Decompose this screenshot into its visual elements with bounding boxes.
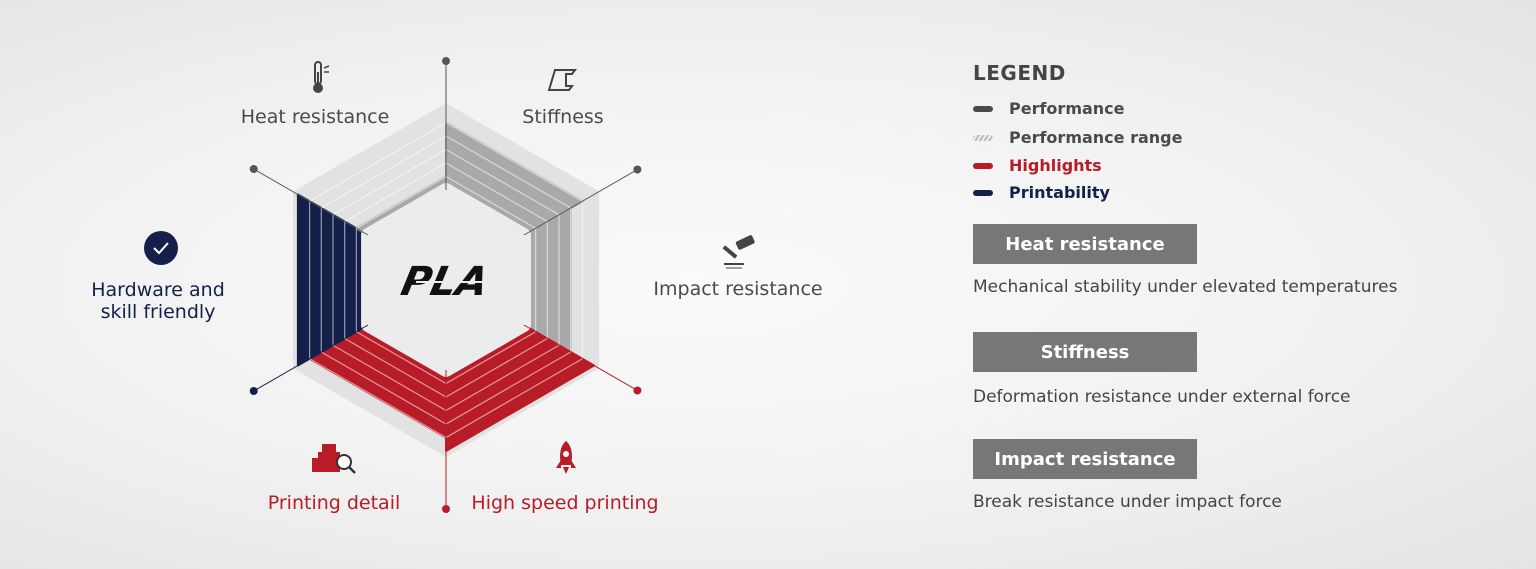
axis-endpoint-dot bbox=[249, 165, 258, 173]
legend-item-printability: Printability bbox=[973, 183, 1110, 202]
legend-label: Performance range bbox=[1009, 128, 1183, 147]
label-heat-resistance: Heat resistance bbox=[240, 106, 390, 128]
label-high-speed-printing: High speed printing bbox=[471, 492, 659, 514]
axis-line bbox=[253, 324, 369, 392]
castle-magnifier-icon bbox=[312, 444, 356, 474]
check-circle-icon bbox=[144, 231, 178, 265]
legend-item-performance: Performance bbox=[973, 99, 1125, 118]
axis-endpoint-dot bbox=[249, 387, 258, 395]
legend-label: Printability bbox=[1009, 183, 1110, 202]
label-printing-detail: Printing detail bbox=[267, 492, 401, 514]
rocket-icon bbox=[556, 441, 576, 474]
axis-line bbox=[523, 169, 638, 236]
axis-endpoint-dot bbox=[633, 386, 642, 395]
hammer-icon bbox=[722, 235, 755, 269]
legend-item-performance-range: Performance range bbox=[973, 128, 1182, 147]
legend-swatch bbox=[973, 189, 993, 196]
label-hardware-friendly: Hardware and skill friendly bbox=[91, 279, 225, 323]
legend-item-highlights: Highlights bbox=[973, 156, 1102, 175]
legend-swatch bbox=[973, 162, 993, 169]
radar-diagram: PLA bbox=[249, 57, 642, 513]
legend-label: Highlights bbox=[1009, 156, 1102, 175]
i-beam-icon bbox=[547, 69, 577, 91]
legend-title: LEGEND bbox=[973, 61, 1066, 85]
axis-endpoint-dot bbox=[442, 57, 450, 65]
axis-line bbox=[253, 168, 369, 236]
legend-swatch bbox=[973, 134, 993, 141]
legend-swatch bbox=[973, 105, 993, 112]
definition-stiffness-text: Deformation resistance under external fo… bbox=[973, 387, 1351, 407]
axis-line bbox=[523, 324, 638, 391]
definition-stiffness-title: Stiffness bbox=[973, 332, 1197, 372]
definition-impact-resistance-text: Break resistance under impact force bbox=[973, 492, 1282, 512]
definition-heat-resistance-title: Heat resistance bbox=[973, 224, 1197, 264]
definition-heat-resistance-text: Mechanical stability under elevated temp… bbox=[973, 277, 1398, 297]
label-stiffness: Stiffness bbox=[522, 106, 604, 128]
definition-impact-resistance-title: Impact resistance bbox=[973, 439, 1197, 479]
axis-endpoint-dot bbox=[442, 505, 450, 513]
thermometer-icon bbox=[313, 61, 330, 93]
label-impact-resistance: Impact resistance bbox=[653, 278, 823, 300]
legend-label: Performance bbox=[1009, 99, 1125, 118]
axis-endpoint-dot bbox=[633, 165, 642, 174]
